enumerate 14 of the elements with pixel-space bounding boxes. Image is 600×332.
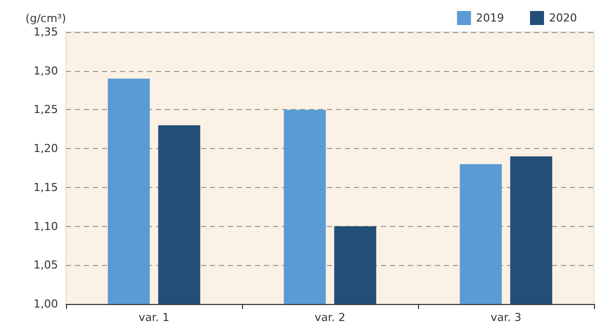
y-tick-label: 1,00 <box>34 298 58 310</box>
legend-label: 2020 <box>549 12 578 24</box>
y-tick-label: 1,30 <box>34 64 58 78</box>
y-tick-label: 1,20 <box>34 142 58 156</box>
y-tick-label: 1,10 <box>34 220 58 233</box>
x-tick-label: var. 1 <box>138 311 170 324</box>
y-tick-label: 1,15 <box>34 180 58 194</box>
y-tick-label: 1,25 <box>34 103 58 116</box>
legend-label: 2019 <box>476 12 504 24</box>
y-tick-label: 1,05 <box>34 258 58 272</box>
y-tick-label: 1,35 <box>34 26 58 38</box>
x-tick-label: var. 2 <box>314 311 346 324</box>
y-axis-title: (g/cm³) <box>26 12 66 25</box>
x-tick-label: var. 3 <box>490 311 522 324</box>
